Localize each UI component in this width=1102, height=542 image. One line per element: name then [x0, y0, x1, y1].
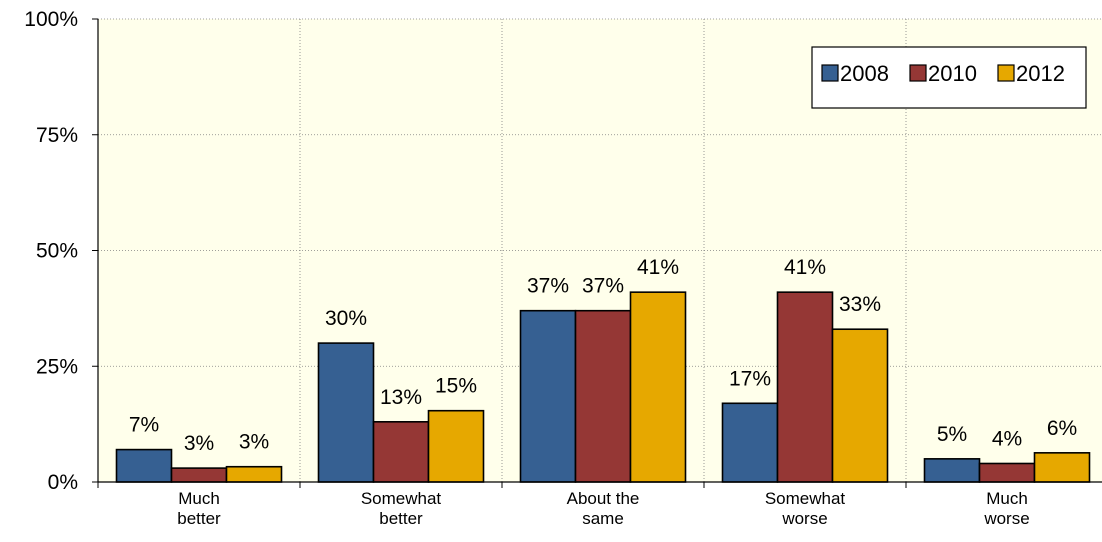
data-label: 7% — [129, 414, 159, 437]
bar-2010 — [978, 462, 1036, 483]
x-tick-label: Somewhat worse — [765, 489, 846, 528]
bar-2010 — [372, 421, 430, 483]
legend-label: 2008 — [840, 61, 889, 86]
y-tick-label: 100% — [24, 8, 78, 31]
data-label: 37% — [527, 275, 569, 298]
data-label: 3% — [184, 432, 214, 455]
bar-2008 — [721, 402, 779, 483]
data-label: 30% — [325, 307, 367, 330]
legend-swatch-2010 — [909, 64, 927, 82]
data-label: 4% — [992, 427, 1022, 450]
bars — [115, 291, 1091, 483]
data-label: 15% — [435, 375, 477, 398]
bar-2008 — [317, 342, 375, 483]
bar-2008 — [519, 309, 577, 483]
y-tick-label: 25% — [36, 355, 78, 378]
data-label: 41% — [637, 256, 679, 279]
y-tick-label: 75% — [36, 124, 78, 147]
bar-2012 — [629, 291, 687, 483]
x-tick-label: About the same — [567, 489, 640, 528]
data-label: 37% — [582, 275, 624, 298]
x-tick-label: Much better — [177, 489, 221, 528]
data-label: 5% — [937, 423, 967, 446]
bar-2010 — [170, 467, 228, 483]
y-tick-label: 50% — [36, 240, 78, 263]
data-label: 33% — [839, 293, 881, 316]
bar-2012 — [427, 409, 485, 483]
y-axis: 0% 25% 50% 75% 100% — [24, 8, 99, 494]
legend-box — [811, 46, 1087, 109]
legend-label: 2010 — [928, 61, 977, 86]
legend-swatch-2008 — [821, 64, 839, 82]
bar-2012 — [225, 465, 283, 483]
x-axis: Much better Somewhat better About the same Som… — [97, 481, 1102, 528]
data-labels: 7% 3% 3% 30% 13% 15% 37% 37% 41% 17% 41% 33% 5% 4% 6% — [129, 256, 1077, 455]
data-label: 3% — [239, 431, 269, 454]
bar-2012 — [1033, 452, 1091, 483]
y-tick-label: 0% — [48, 471, 78, 494]
bar-2008 — [115, 448, 173, 483]
data-label: 41% — [784, 256, 826, 279]
data-label: 6% — [1047, 417, 1077, 440]
x-tick-label: Much worse — [983, 489, 1029, 528]
bar-2010 — [776, 291, 834, 483]
bar-2010 — [574, 309, 632, 483]
bar-2012 — [831, 328, 889, 483]
bar-2008 — [923, 458, 981, 483]
legend: 2008 2010 2012 — [811, 46, 1087, 109]
data-label: 17% — [729, 367, 771, 390]
data-label: 13% — [380, 386, 422, 409]
legend-label: 2012 — [1016, 61, 1065, 86]
x-tick-label: Somewhat better — [361, 489, 442, 528]
legend-swatch-2012 — [997, 64, 1015, 82]
gridlines — [98, 18, 1102, 482]
